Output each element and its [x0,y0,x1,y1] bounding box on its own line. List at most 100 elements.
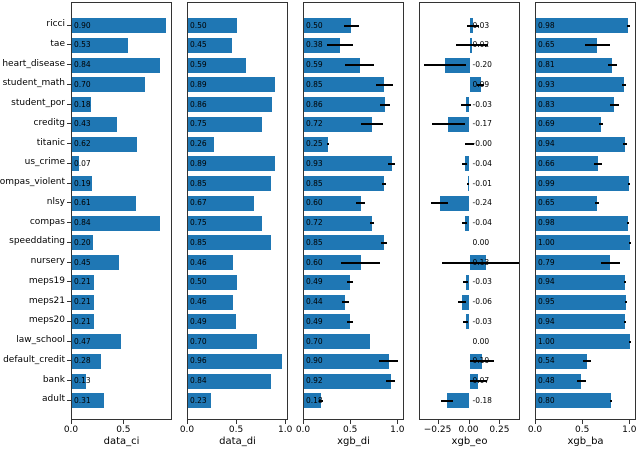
error-bar [595,202,600,205]
y-axis-label: heart_disease [2,58,65,69]
bar-value-label: 0.25 [306,139,323,149]
bar [304,156,392,172]
bar [536,176,630,191]
bar-value-label: 0.94 [538,316,555,326]
bar-value-label: 0.09 [472,79,490,89]
bar [188,314,237,330]
bar-value-label: 0.84 [74,218,91,228]
y-axis-label: creditg [33,117,65,128]
y-tick [67,320,71,322]
x-tick [285,420,287,424]
bar-value-label: 0.21 [74,316,91,326]
x-tick-label: 0.5 [342,425,358,435]
bar-value-label: 0.10 [472,356,490,366]
bar-value-label: 0.59 [190,60,207,70]
panel-data_di: 0.50 0.45 0.59 0.89 0.86 0.75 0.26 0.89 0.85 0.67… [180,0,292,450]
y-tick [67,64,71,66]
bar [536,235,631,251]
error-bar [621,83,626,86]
bar [188,294,234,310]
bar-value-label: 0.94 [538,277,555,287]
bar [72,334,122,349]
bar-value-label: 0.26 [190,139,207,149]
bar-value-label: 0.47 [74,336,91,346]
bar [188,37,233,53]
x-tick [123,420,125,424]
bar-value-label: 0.90 [306,356,323,366]
bar [536,116,602,132]
bar-value-label: 0.60 [306,257,323,267]
bar-value-label: 0.45 [190,40,207,50]
y-axis-label: nlsy [46,196,65,207]
plot-area-xgb_eo: 0.03 0.02 -0.20 0.09 -0.03 -0.17 -0.00 -0.04 -0.… [419,2,520,420]
x-axis-label: data_ci [103,436,140,447]
bar-value-label: 0.50 [190,20,207,30]
bar [304,334,370,349]
bar [536,77,624,93]
bar [536,255,611,270]
bar-value-label: 0.45 [74,257,91,267]
bar-value-label: -0.03 [472,277,492,287]
error-bar [387,162,396,165]
bar [72,215,160,231]
error-bar [610,399,613,402]
x-tick [437,420,439,424]
bar [304,37,340,53]
y-tick [67,360,71,362]
x-tick [535,420,536,424]
bar [304,77,385,93]
bar [536,195,598,211]
bar-value-label: 0.75 [190,119,207,129]
x-tick-label: 1.0 [390,425,405,435]
bar-value-label: 0.81 [538,60,555,70]
bar-value-label: 0.65 [538,40,555,50]
bar-value-label: 0.84 [190,376,207,386]
plot-area-data_ci: 0.90 0.53 0.84 0.70 0.18 0.43 0.62 0.07 0.19 0.61… [71,2,172,420]
bar-value-label: 0.07 [74,158,91,168]
y-axis-label: meps19 [28,275,65,286]
y-tick [67,399,71,401]
bar [72,37,128,53]
error-bar [624,301,627,304]
bar [72,274,94,290]
x-tick [350,420,352,424]
bar [188,373,271,389]
x-tick-label: 0.5 [574,425,590,435]
bar-value-label: 0.46 [190,257,207,267]
x-tick-label: 0.5 [116,425,131,435]
bar-value-label: 0.20 [74,237,91,247]
bar [188,18,238,33]
bar-value-label: 0.00 [472,336,490,346]
y-tick [67,24,71,26]
error-bar [386,380,396,383]
bar-value-label: 0.72 [306,119,323,129]
bar-value-label: 0.70 [74,79,91,89]
bar-value-label: 0.72 [306,218,323,228]
x-tick-label: 0.0 [295,425,311,435]
bar [72,373,86,389]
bar [188,97,273,112]
error-bar [594,162,602,165]
bar-value-label: 0.70 [306,336,323,346]
bar-value-label: -0.18 [472,395,492,405]
error-bar [326,143,329,146]
error-bar [476,83,485,86]
x-tick [582,420,584,424]
bar-value-label: 0.03 [472,20,490,30]
bar [536,334,631,349]
bar [188,255,234,270]
bar [304,176,385,191]
bar-value-label: -0.06 [472,297,492,307]
error-bar [423,64,466,67]
x-axis-label: xgb_di [337,436,370,447]
y-tick [67,241,71,243]
error-bar [462,162,467,165]
bar-value-label: 0.85 [190,237,207,247]
bar [536,274,625,290]
error-bar [326,44,354,47]
bar [188,235,272,251]
x-tick-label: 0.0 [63,425,79,435]
bar-value-label: 0.99 [538,178,555,188]
error-bar [379,360,399,363]
bar-value-label: 0.83 [538,99,555,109]
